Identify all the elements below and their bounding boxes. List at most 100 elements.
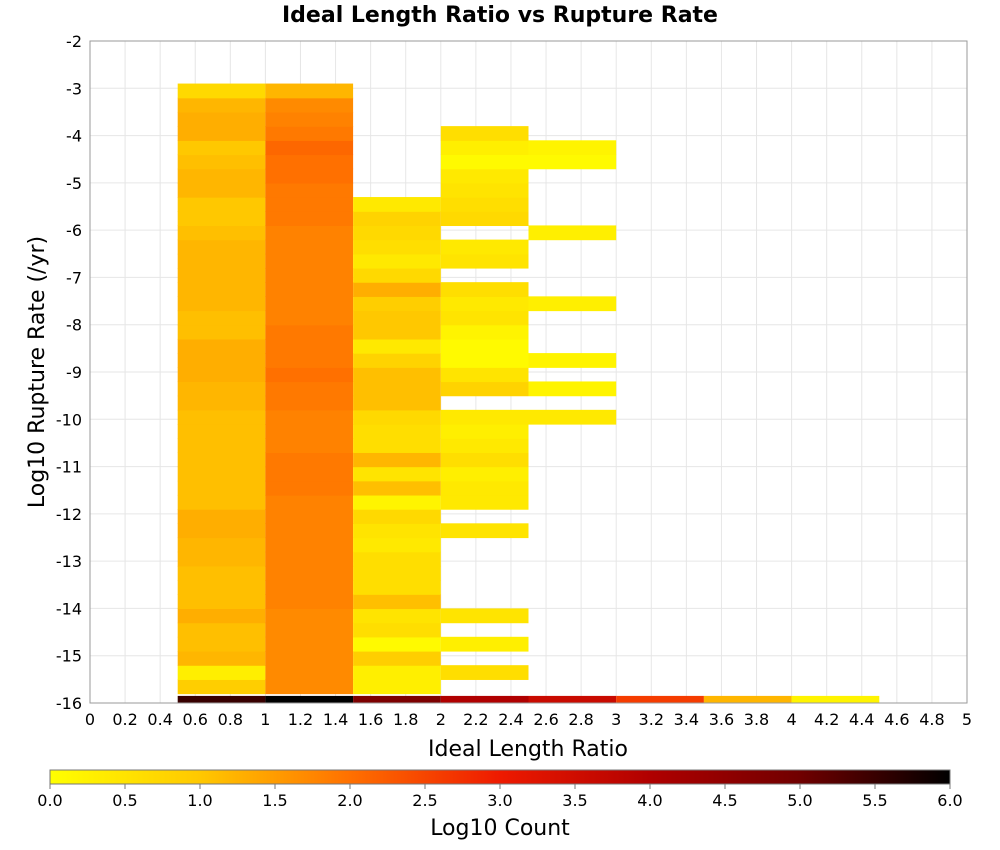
heatmap-cell: [265, 197, 354, 212]
heatmap-cell: [177, 140, 266, 156]
y-tick-label: -6: [66, 221, 82, 240]
heatmap-cell: [265, 480, 354, 496]
heatmap-cell: [265, 466, 354, 482]
heatmap-cell: [353, 211, 441, 227]
heatmap-cell: [440, 636, 529, 652]
heatmap-cell: [265, 182, 354, 198]
x-tick-label: 1.6: [358, 710, 383, 729]
heatmap-cell: [440, 324, 529, 340]
heatmap-cell: [528, 154, 617, 170]
heatmap-cell: [440, 452, 529, 468]
heatmap-cell: [265, 253, 354, 269]
heatmap-cell: [177, 466, 266, 482]
heatmap-cell: [353, 480, 441, 496]
colorbar-tick-label: 1.5: [262, 791, 287, 810]
heatmap-cell: [440, 168, 529, 184]
x-tick-label: 4.6: [884, 710, 909, 729]
heatmap-cell: [353, 381, 441, 397]
heatmap-cell: [440, 296, 529, 312]
heatmap-cell: [353, 282, 441, 297]
x-tick-label: 2.8: [568, 710, 593, 729]
heatmap-cell: [353, 367, 441, 383]
y-tick-labels: -2 -3 -4 -5 -6 -7 -8 -9 -10 -11 -12 -13 -14 -15 -16: [56, 32, 82, 713]
heatmap-cell: [177, 608, 266, 624]
heatmap-cell: [440, 409, 529, 425]
heatmap-cell: [353, 636, 441, 652]
heatmap-cell: [353, 324, 441, 340]
heatmap-cell: [265, 168, 354, 184]
chart-title: Ideal Length Ratio vs Rupture Rate: [282, 3, 718, 28]
colorbar-tick-label: 5.0: [787, 791, 812, 810]
heatmap-cell: [265, 97, 354, 113]
heatmap-cell: [353, 395, 441, 411]
x-tick-label: 5: [962, 710, 972, 729]
heatmap-cell: [177, 650, 266, 666]
y-tick-label: -7: [66, 268, 82, 287]
heatmap-cell: [353, 296, 441, 312]
colorbar-tick-label: 0.5: [112, 791, 137, 810]
heatmap-cell: [265, 296, 354, 312]
y-tick-label: -15: [56, 647, 82, 666]
heatmap-cell: [265, 310, 354, 326]
heatmap-cell: [265, 367, 354, 383]
heatmap-cell: [265, 140, 354, 156]
heatmap-cell: [177, 168, 266, 184]
heatmap-cell: [353, 409, 441, 425]
heatmap-cell: [177, 338, 266, 354]
heatmap-cell: [616, 695, 704, 703]
heatmap-cell: [353, 509, 441, 524]
heatmap-cell: [177, 494, 266, 510]
colorbar-tick-label: 3.0: [487, 791, 512, 810]
heatmap-cell: [177, 636, 266, 652]
heatmap-cell: [177, 97, 266, 113]
heatmap-cell: [177, 381, 266, 397]
heatmap-cell: [265, 551, 354, 567]
heatmap-cell: [265, 452, 354, 468]
heatmap-cell: [528, 695, 617, 703]
colorbar-tick-labels: 0.0 0.5 1.0 1.5 2.0 2.5 3.0 3.5 4.0 4.5 5.0 5.5 6.0: [37, 784, 963, 810]
heatmap-cell: [177, 452, 266, 468]
heatmap-cell: [528, 353, 617, 368]
y-tick-label: -13: [56, 552, 82, 571]
heatmap-cell: [528, 140, 617, 156]
heatmap-cell: [440, 353, 529, 368]
heatmap-cell: [440, 695, 529, 703]
heatmap-cell: [265, 679, 354, 695]
heatmap-cell: [265, 580, 354, 595]
x-tick-label: 4.8: [919, 710, 944, 729]
heatmap-cell: [177, 239, 266, 255]
x-tick-label: 4.4: [849, 710, 874, 729]
heatmap-cell: [177, 551, 266, 567]
y-tick-label: -10: [56, 410, 82, 429]
heatmap-cell: [440, 494, 529, 510]
heatmap-cell: [440, 239, 529, 255]
heatmap-cell: [177, 695, 266, 703]
heatmap-cell: [440, 665, 529, 680]
y-tick-label: -9: [66, 363, 82, 382]
heatmap-cell: [353, 523, 441, 539]
heatmap-cell: [353, 494, 441, 510]
y-tick-label: -8: [66, 316, 82, 335]
heatmap-cell: [265, 494, 354, 510]
colorbar-tick-label: 4.5: [712, 791, 737, 810]
heatmap-cell: [353, 466, 441, 482]
heatmap-cell: [177, 594, 266, 610]
plot-border: [89, 40, 968, 704]
heatmap-cell: [353, 438, 441, 453]
x-tick-label: 3.8: [744, 710, 769, 729]
heatmap-cell: [265, 438, 354, 453]
heatmap-cell: [353, 679, 441, 695]
heatmap-cell: [177, 622, 266, 638]
heatmap-cell: [440, 338, 529, 354]
colorbar-tick-label: 3.5: [562, 791, 587, 810]
heatmap-cell: [353, 452, 441, 468]
y-tick-label: -3: [66, 79, 82, 98]
heatmap-cell: [353, 650, 441, 666]
heatmap-cell: [353, 253, 441, 269]
heatmap-cell: [265, 537, 354, 553]
heatmap-cell: [265, 267, 354, 283]
x-tick-label: 1.8: [393, 710, 418, 729]
heatmap-cell: [177, 111, 266, 127]
heatmap-cell: [528, 409, 617, 425]
heatmap-cell: [177, 537, 266, 553]
